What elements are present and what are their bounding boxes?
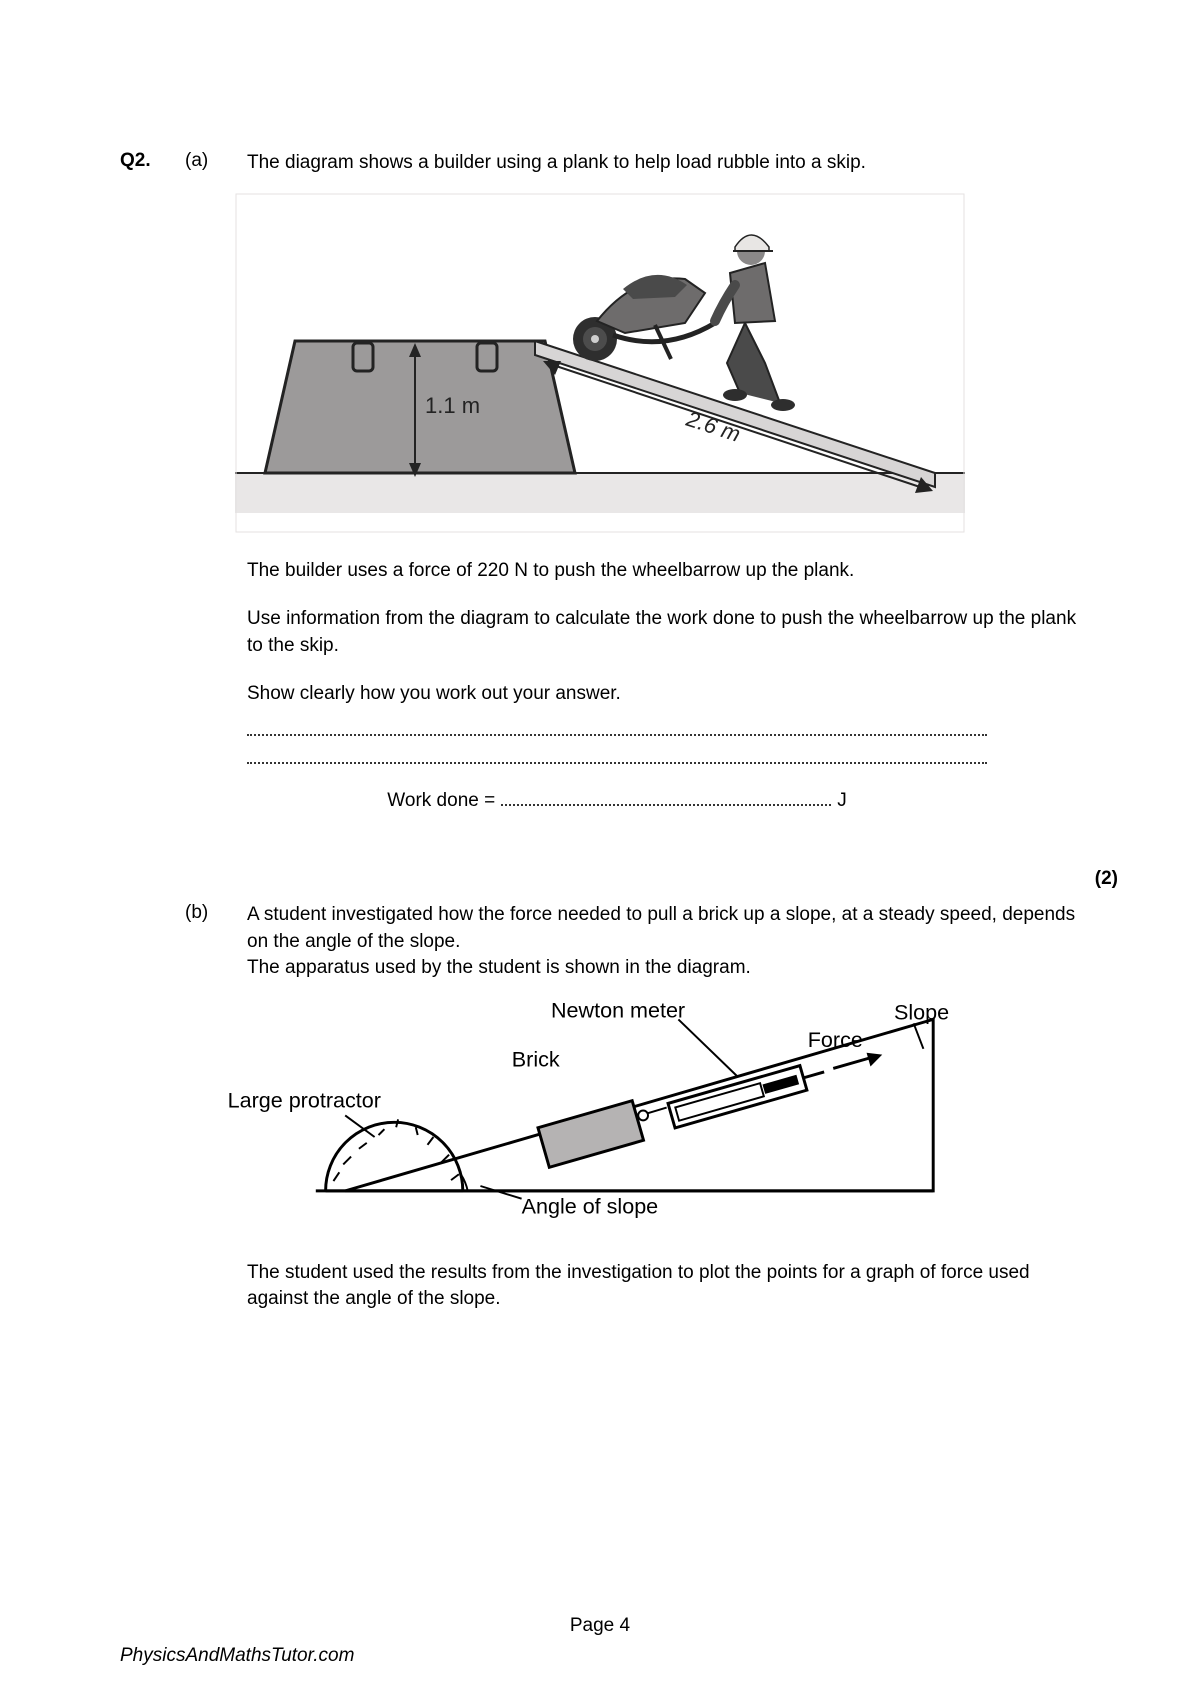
ground: [235, 473, 965, 513]
figure-2: Newton meter Slope Force Brick Large pro…: [220, 990, 980, 1240]
part-b-text: A student investigated how the force nee…: [247, 902, 1080, 982]
figure-1: 1.1 m 2.6 m: [235, 193, 965, 538]
part-a-text-1: The builder uses a force of 220 N to pus…: [247, 558, 1080, 585]
angle-label: Angle of slope: [522, 1193, 659, 1218]
part-b-text-1: A student investigated how the force nee…: [247, 904, 1075, 952]
part-a-text-3: Show clearly how you work out your answe…: [247, 681, 1080, 708]
q2-header-row: Q2. (a) The diagram shows a builder usin…: [120, 150, 1080, 177]
brick: [538, 1100, 644, 1167]
newton-meter-label: Newton meter: [551, 997, 685, 1022]
newton-pointer: [678, 1019, 737, 1076]
builder: [715, 235, 795, 411]
work-done-unit: J: [837, 790, 847, 812]
part-b-row: (b) A student investigated how the force…: [120, 902, 1080, 982]
answer-line-1[interactable]: [247, 734, 987, 736]
part-a-letter: (a): [185, 150, 247, 172]
page: Q2. (a) The diagram shows a builder usin…: [0, 0, 1200, 1697]
work-done-label: Work done =: [387, 790, 495, 812]
part-b-after-fig: The student used the results from the in…: [247, 1260, 1067, 1313]
figure-1-svg: 1.1 m 2.6 m: [235, 193, 965, 533]
newton-meter: [668, 1059, 828, 1127]
slope-triangle: [345, 1019, 933, 1191]
question-number: Q2.: [120, 150, 185, 172]
skip: [265, 341, 575, 473]
answer-area: Work done = J: [247, 734, 987, 812]
hook-line: [647, 1107, 667, 1113]
protractor-label: Large protractor: [228, 1087, 381, 1112]
slope-pointer: [914, 1023, 924, 1048]
part-b-letter: (b): [185, 902, 247, 924]
part-a-text-2: Use information from the diagram to calc…: [247, 606, 1080, 659]
force-arrow: [833, 1052, 882, 1068]
brick-hook: [638, 1110, 648, 1120]
marks-a: (2): [1095, 868, 1118, 890]
work-done-row: Work done = J: [247, 790, 987, 812]
height-label: 1.1 m: [425, 393, 480, 418]
part-b-text-2: The apparatus used by the student is sho…: [247, 957, 751, 978]
brick-label: Brick: [512, 1046, 560, 1071]
site-footer: PhysicsAndMathsTutor.com: [120, 1645, 354, 1667]
wheel-center: [591, 335, 599, 343]
figure-2-svg: Newton meter Slope Force Brick Large pro…: [220, 990, 980, 1235]
page-footer: Page 4: [0, 1615, 1200, 1637]
slope-label: Slope: [894, 999, 949, 1024]
work-done-blank[interactable]: [501, 804, 831, 806]
part-a-intro: The diagram shows a builder using a plan…: [247, 150, 1080, 177]
answer-line-2[interactable]: [247, 762, 987, 764]
protractor: [326, 1119, 463, 1191]
